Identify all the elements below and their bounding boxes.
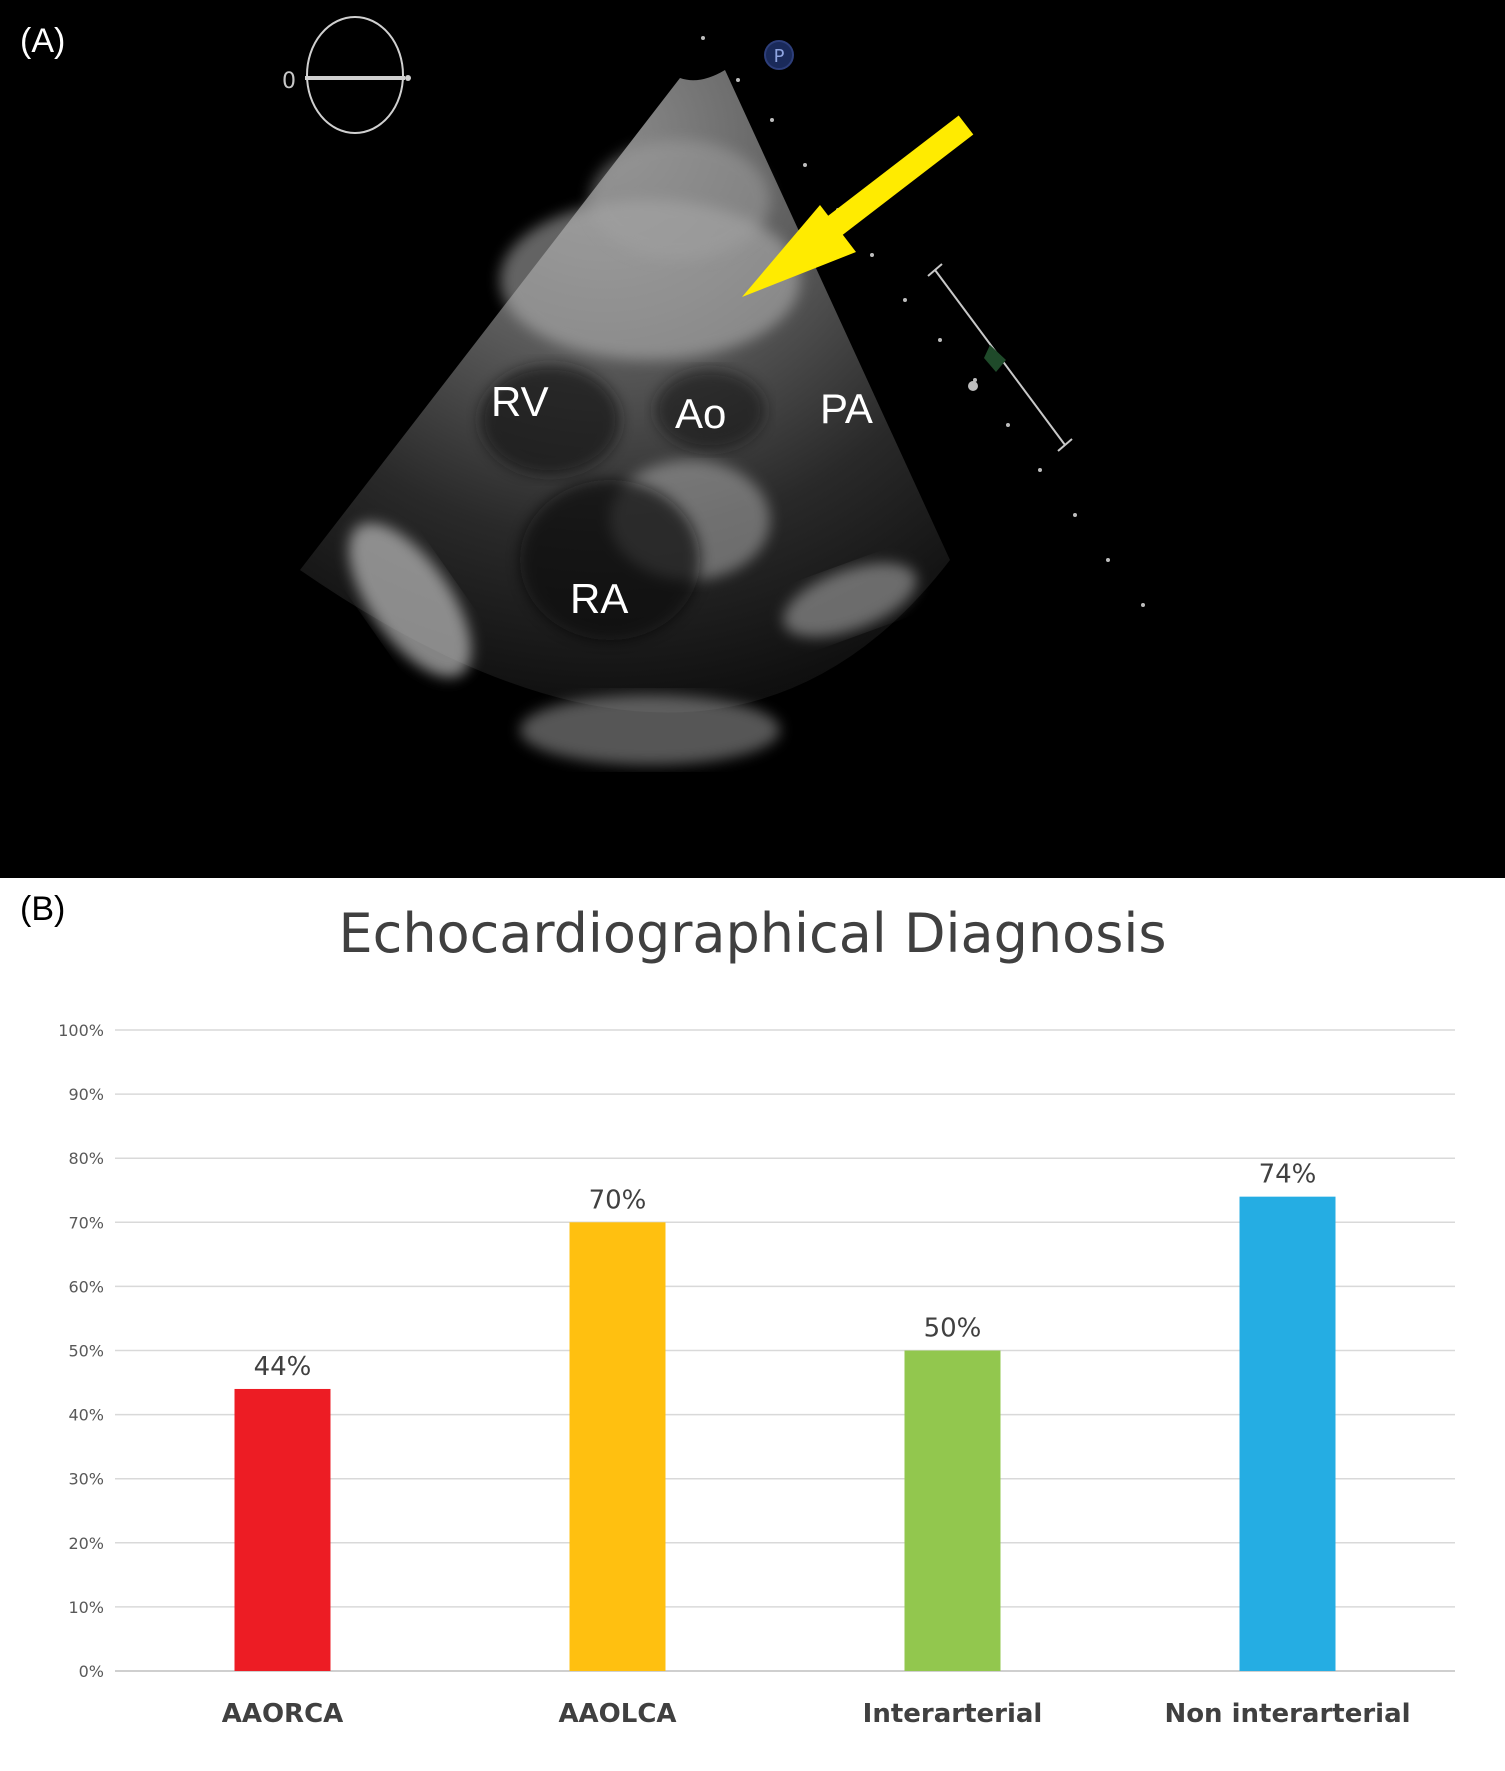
echo-image-panel: 0 P (A) RV Ao PA RA <box>0 0 1505 878</box>
probe-marker-label: P <box>774 46 785 67</box>
data-label: 70% <box>589 1185 647 1215</box>
y-tick-label: 100% <box>58 1021 104 1040</box>
arrow-head <box>742 205 856 297</box>
arrow-shaft <box>807 115 974 251</box>
bar-non-interarterial <box>1239 1196 1336 1671</box>
x-tick-label: AAORCA <box>222 1699 344 1729</box>
y-tick-label: 60% <box>68 1277 104 1296</box>
bar-aaolca <box>569 1222 666 1671</box>
y-tick-label: 10% <box>68 1598 104 1617</box>
panel-b-tag: (B) <box>20 890 66 928</box>
y-tick-label: 90% <box>68 1085 104 1104</box>
panel-a-tag: (A) <box>20 22 66 60</box>
ultrasound-sector <box>300 70 950 713</box>
label-ao: Ao <box>675 390 727 437</box>
bar-interarterial <box>904 1350 1001 1671</box>
data-label: 44% <box>254 1352 312 1382</box>
y-tick-label: 0% <box>79 1662 104 1681</box>
bar-aaorca <box>234 1388 331 1671</box>
label-ra: RA <box>570 575 629 622</box>
y-tick-label: 30% <box>68 1470 104 1489</box>
angle-indicator-value: 0 <box>282 69 296 94</box>
probe-angle-icon <box>305 16 411 134</box>
x-tick-label: AAOLCA <box>558 1699 676 1729</box>
y-tick-label: 70% <box>68 1213 104 1232</box>
yellow-arrow-icon <box>742 115 974 297</box>
y-tick-label: 40% <box>68 1406 104 1425</box>
chart-panel: (B) Echocardiographical Diagnosis 0% 10% 2… <box>0 878 1505 1771</box>
label-rv: RV <box>491 378 549 425</box>
bar-chart: 0% 10% 20% 30% 40% 50% 60% 70% 80% 90% 100% 44% AAOR… <box>58 1021 1455 1729</box>
y-tick-label: 80% <box>68 1149 104 1168</box>
x-tick-label: Non interarterial <box>1164 1699 1410 1729</box>
y-tick-label: 50% <box>68 1342 104 1361</box>
probe-marker-icon <box>764 40 794 70</box>
caliper-marker-icon <box>984 345 1006 372</box>
y-tick-label: 20% <box>68 1534 104 1553</box>
echo-image: 0 P <box>282 16 1145 765</box>
label-pa: PA <box>820 385 873 432</box>
data-label: 74% <box>1259 1160 1317 1190</box>
chart-title: Echocardiographical Diagnosis <box>338 902 1167 965</box>
x-tick-label: Interarterial <box>863 1699 1043 1729</box>
data-label: 50% <box>924 1314 982 1344</box>
